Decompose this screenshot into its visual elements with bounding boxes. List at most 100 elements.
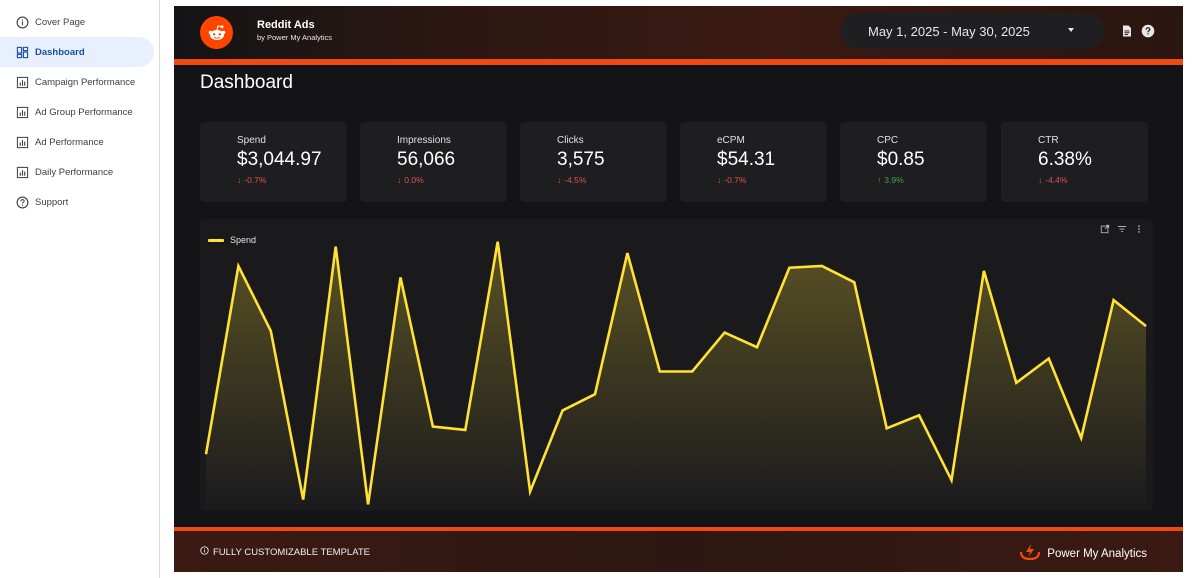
legend-swatch xyxy=(208,238,224,242)
spend-data-point[interactable] xyxy=(1078,435,1084,441)
sidebar-item-cover-page[interactable]: Cover Page xyxy=(0,7,154,37)
spend-data-point[interactable] xyxy=(462,427,468,433)
sidebar-item-label: Ad Performance xyxy=(35,136,104,148)
kpi-delta: ↓ -0.7% xyxy=(237,175,267,185)
more-vert-icon[interactable] xyxy=(1133,223,1145,235)
sidebar-item-label: Cover Page xyxy=(35,16,86,28)
bar-chart-icon xyxy=(16,166,29,179)
legend-label: Spend xyxy=(230,235,257,245)
filter-icon[interactable] xyxy=(1116,223,1128,235)
template-notice: FULLY CUSTOMIZABLE TEMPLATE xyxy=(200,546,370,558)
arrow-down-icon: ↓ xyxy=(1038,175,1043,185)
chart-legend[interactable]: Spend xyxy=(208,235,256,245)
sidebar-item-label: Ad Group Performance xyxy=(35,106,133,118)
spend-data-point[interactable] xyxy=(851,279,857,285)
kpi-card-impressions: Impressions 56,066 ↓ 0.0% xyxy=(360,122,507,202)
kpi-value: 6.38% xyxy=(1038,149,1092,170)
sidebar-item-support[interactable]: Support xyxy=(0,187,154,217)
spend-data-point[interactable] xyxy=(398,274,404,280)
sidebar-item-campaign-performance[interactable]: Campaign Performance xyxy=(0,67,154,97)
kpi-card-spend: Spend $3,044.97 ↓ -0.7% xyxy=(200,122,347,202)
spend-data-point[interactable] xyxy=(786,265,792,271)
kpi-delta: ↑ 3.9% xyxy=(877,175,904,185)
kpi-value: 3,575 xyxy=(557,149,605,170)
brand-title: Reddit Ads xyxy=(257,19,315,31)
spend-data-point[interactable] xyxy=(754,344,760,350)
kpi-label: eCPM xyxy=(717,135,745,146)
date-range-value: May 1, 2025 - May 30, 2025 xyxy=(868,23,1030,39)
help-icon[interactable] xyxy=(1141,24,1155,38)
pma-brand-text: Power My Analytics xyxy=(1047,547,1147,560)
sidebar-item-label: Dashboard xyxy=(35,46,85,58)
kpi-delta: ↓ -4.4% xyxy=(1038,175,1068,185)
kpi-value: $3,044.97 xyxy=(237,149,322,170)
report-canvas: Reddit Ads by Power My Analytics May 1, … xyxy=(174,6,1183,572)
kpi-card-clicks: Clicks 3,575 ↓ -4.5% xyxy=(520,122,667,202)
footer-accent-stripe xyxy=(174,527,1183,531)
spend-data-point[interactable] xyxy=(722,330,728,336)
kpi-card-ecpm: eCPM $54.31 ↓ -0.7% xyxy=(680,122,827,202)
kpi-label: CTR xyxy=(1038,135,1059,146)
sidebar-item-label: Daily Performance xyxy=(35,166,114,178)
info-icon xyxy=(200,546,209,558)
spend-data-point[interactable] xyxy=(268,328,274,334)
header-accent-stripe xyxy=(174,59,1183,65)
spend-data-point[interactable] xyxy=(1046,356,1052,362)
bar-chart-icon xyxy=(16,106,29,119)
info-icon xyxy=(16,16,29,29)
bar-chart-icon xyxy=(16,136,29,149)
spend-data-point[interactable] xyxy=(300,497,306,503)
spend-data-point[interactable] xyxy=(527,489,533,495)
document-icon[interactable] xyxy=(1120,24,1134,38)
spend-data-point[interactable] xyxy=(235,263,241,269)
kpi-delta: ↓ -0.7% xyxy=(717,175,747,185)
spend-data-point[interactable] xyxy=(560,407,566,413)
dashboard-icon xyxy=(16,46,29,59)
report-header: Reddit Ads by Power My Analytics May 1, … xyxy=(174,6,1183,59)
help-icon xyxy=(16,196,29,209)
spend-data-point[interactable] xyxy=(916,412,922,418)
sidebar-item-ad-performance[interactable]: Ad Performance xyxy=(0,127,154,157)
spend-series-line[interactable] xyxy=(204,241,1147,505)
report-footer: FULLY CUSTOMIZABLE TEMPLATE Power My Ana… xyxy=(174,531,1183,572)
arrow-down-icon: ↓ xyxy=(557,175,562,185)
spend-data-point[interactable] xyxy=(1111,297,1117,303)
spend-data-point[interactable] xyxy=(1143,323,1149,329)
page-title: Dashboard xyxy=(200,72,293,93)
kpi-value: $54.31 xyxy=(717,149,776,170)
spend-data-point[interactable] xyxy=(949,477,955,483)
spend-data-point[interactable] xyxy=(430,424,436,430)
spend-area-fill xyxy=(206,241,1146,511)
power-my-analytics-logo-icon xyxy=(1019,543,1041,564)
spend-data-point[interactable] xyxy=(657,369,663,375)
sidebar-item-daily-performance[interactable]: Daily Performance xyxy=(0,157,154,187)
spend-chart-panel[interactable]: Spend xyxy=(200,219,1153,511)
date-range-picker[interactable]: May 1, 2025 - May 30, 2025 xyxy=(840,13,1104,49)
sidebar-item-dashboard[interactable]: Dashboard xyxy=(0,37,154,67)
spend-data-point[interactable] xyxy=(884,425,890,431)
pma-brand[interactable]: Power My Analytics xyxy=(1019,543,1147,564)
chevron-down-icon xyxy=(1068,28,1074,32)
sidebar: Cover Page Dashboard Campaign Performanc… xyxy=(0,0,160,578)
sidebar-item-ad-group-performance[interactable]: Ad Group Performance xyxy=(0,97,154,127)
kpi-delta: ↓ 0.0% xyxy=(397,175,424,185)
spend-data-point[interactable] xyxy=(333,244,339,250)
spend-data-point[interactable] xyxy=(624,250,630,256)
export-icon[interactable] xyxy=(1099,223,1111,235)
spend-data-point[interactable] xyxy=(365,502,371,508)
spend-data-point[interactable] xyxy=(819,263,825,269)
kpi-value: 56,066 xyxy=(397,149,456,170)
arrow-down-icon: ↓ xyxy=(717,175,722,185)
spend-data-point[interactable] xyxy=(689,369,695,375)
spend-data-point[interactable] xyxy=(1013,380,1019,386)
spend-data-point[interactable] xyxy=(592,391,598,397)
kpi-label: Clicks xyxy=(557,135,584,146)
chart-toolbar xyxy=(1099,223,1145,235)
spend-data-point[interactable] xyxy=(203,451,209,457)
kpi-label: Spend xyxy=(237,135,266,146)
kpi-label: Impressions xyxy=(397,135,451,146)
spend-data-point[interactable] xyxy=(495,239,501,245)
bar-chart-icon xyxy=(16,76,29,89)
spend-data-point[interactable] xyxy=(981,268,987,274)
kpi-card-ctr: CTR 6.38% ↓ -4.4% xyxy=(1001,122,1148,202)
